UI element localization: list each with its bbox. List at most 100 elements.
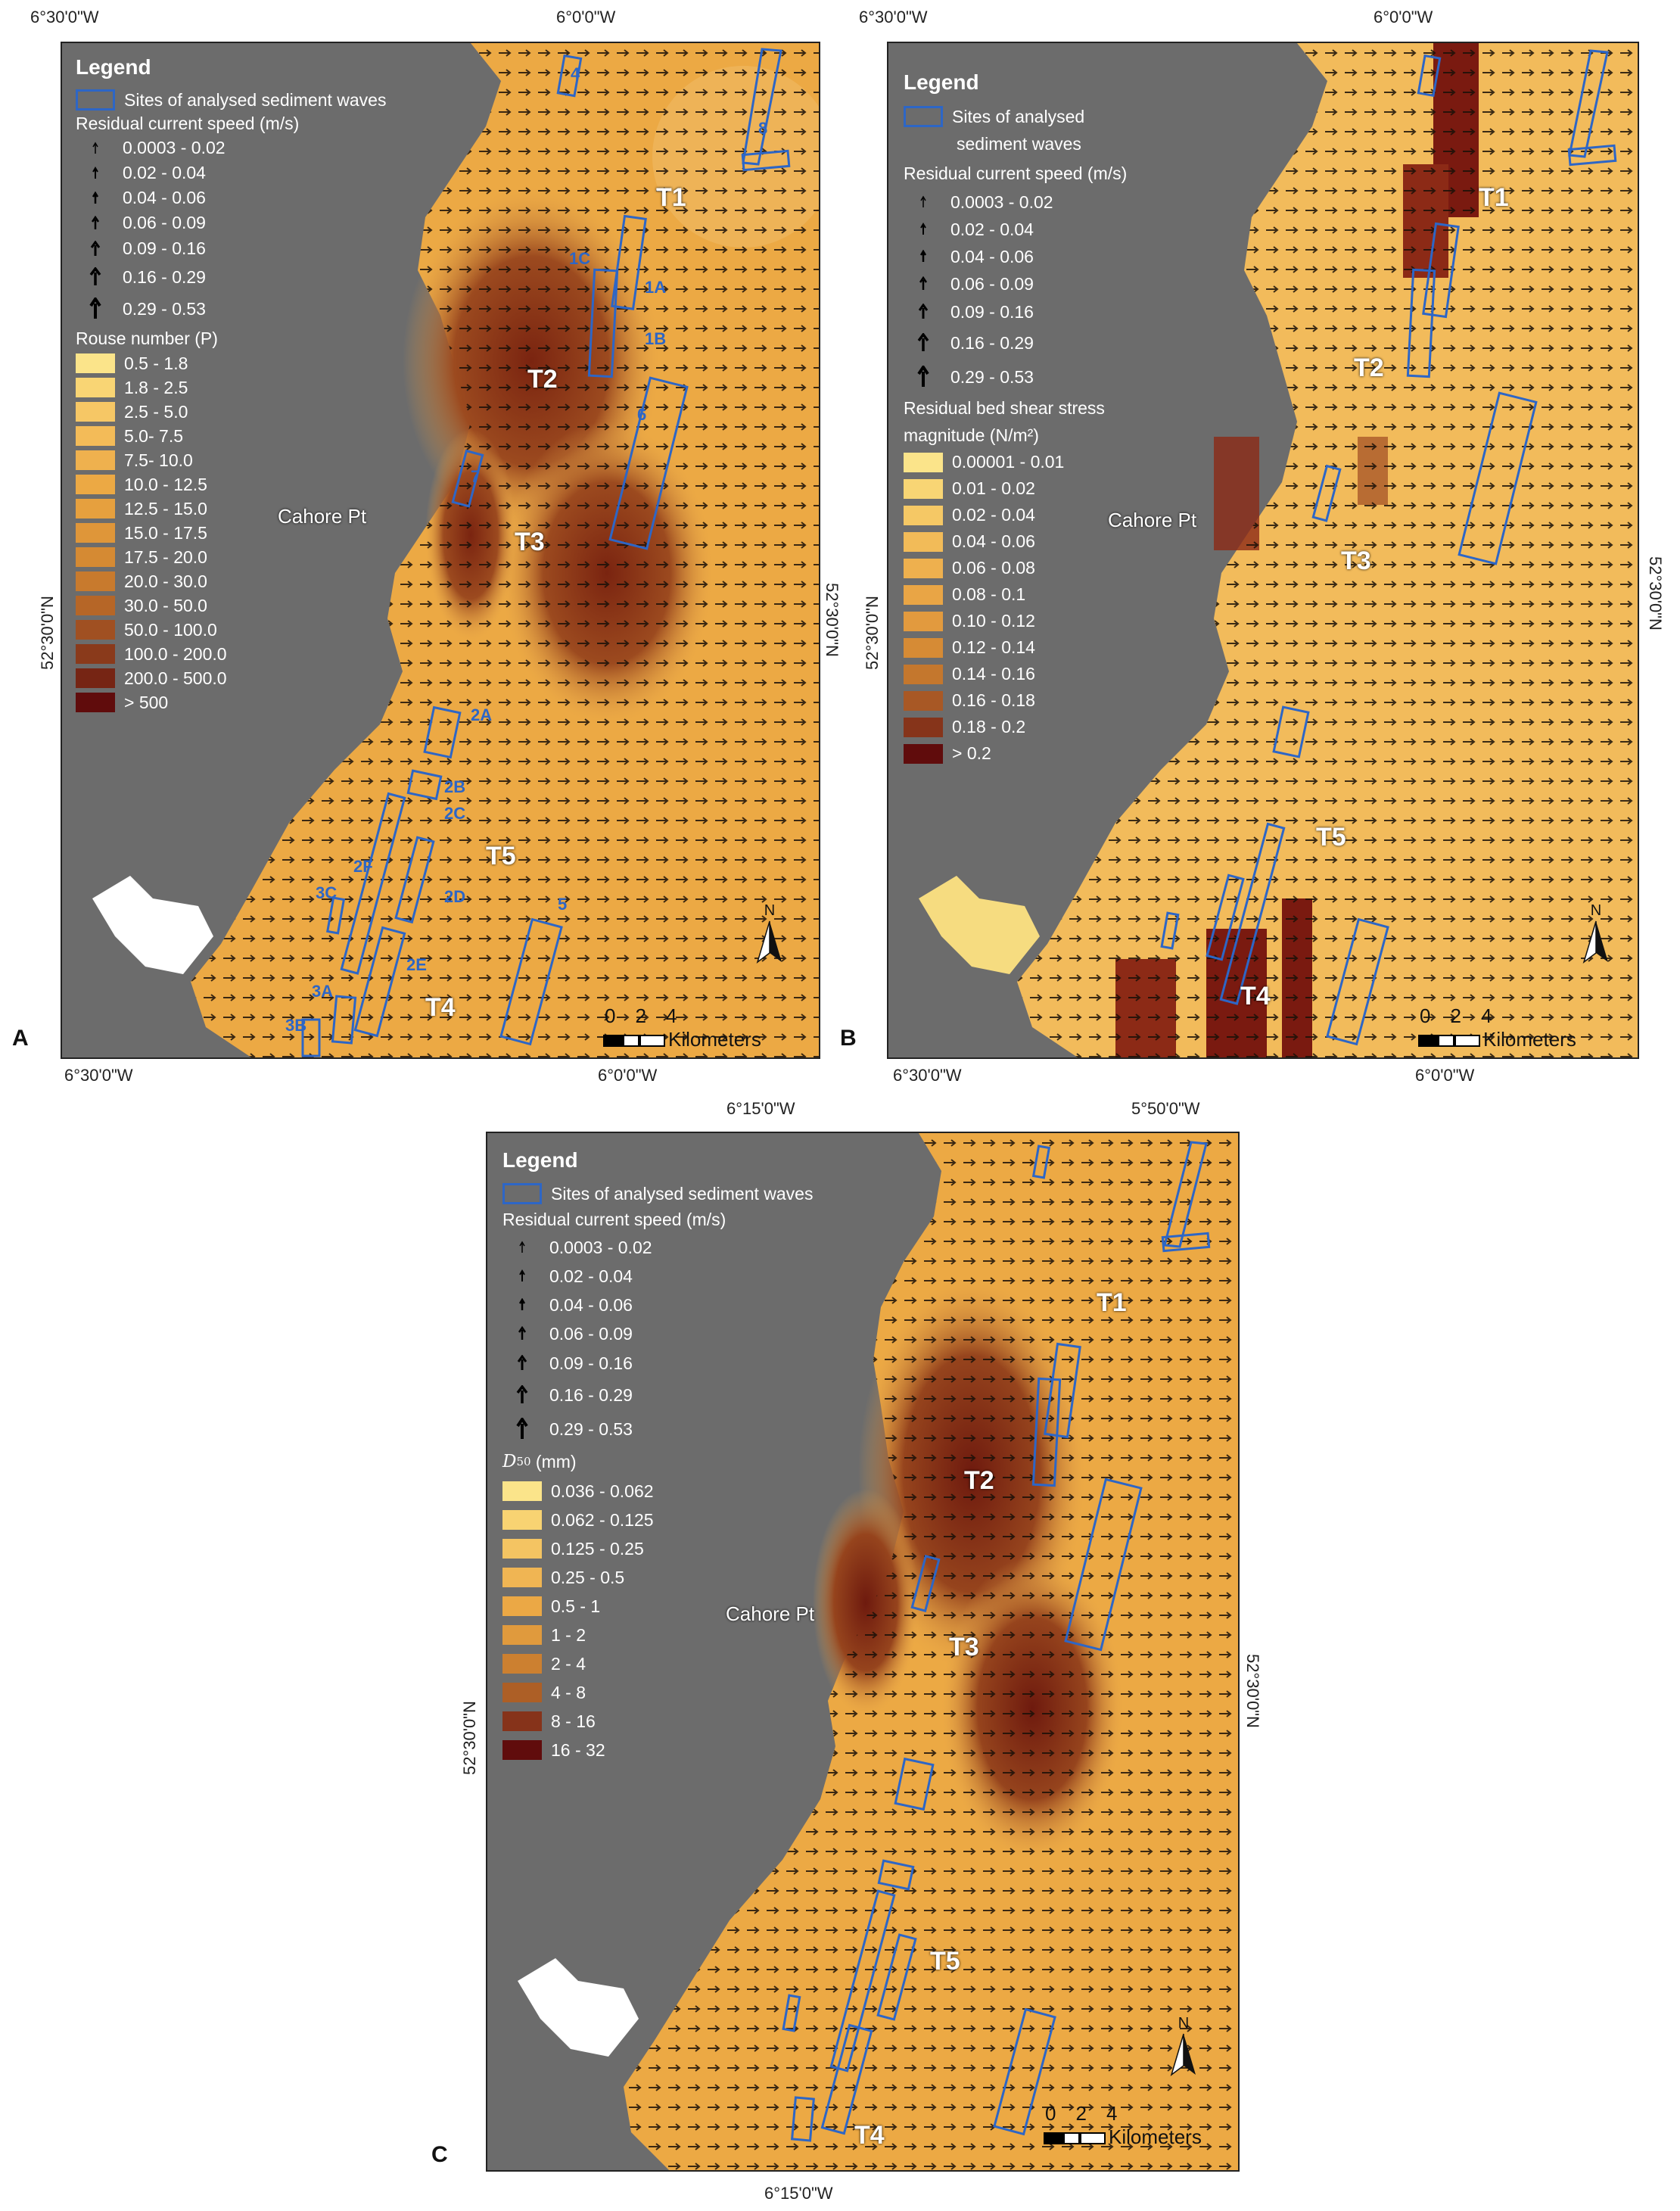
north-letter: N [1178,2015,1190,2032]
coord-left: 52°30'0"N [460,1701,479,1775]
label-t1: T1 [1479,183,1509,212]
harbour-area-a [92,876,213,974]
legend-color-title-2: magnitude (N/m²) [904,425,1039,445]
site-label: 1C [569,249,591,268]
speed-arrow-icon [90,240,101,256]
scale-number: 4 [1106,2102,1118,2125]
speed-class: 0.02 - 0.04 [549,1266,633,1286]
scale-number: 2 [1450,1004,1461,1027]
label-t5: T5 [1316,823,1346,852]
legend-color-title: Residual bed shear stress [904,397,1105,418]
color-class: 7.5- 10.0 [124,450,193,470]
speed-arrow-icon [92,166,98,179]
swatch [76,353,115,373]
harbour-area-c [518,1958,639,2057]
scale-number: 0 [605,1004,616,1027]
site-label: 6 [637,405,647,424]
label-t5: T5 [930,1947,960,1976]
swatch [502,1711,542,1731]
legend-title: Legend [904,70,979,94]
color-class: 0.14 - 0.16 [952,664,1035,684]
color-class: 1 - 2 [551,1624,586,1645]
site-label: 4 [571,64,580,83]
swatch [76,523,115,543]
swatch [904,717,943,737]
site-outlines-a [301,48,791,1057]
coord-bottom-mid: 6°0'0"W [598,1066,658,1085]
map-frame-b: Legend Sites of analysed sediment waves … [887,42,1639,1059]
speed-arrow-icon [516,1385,528,1403]
swatch [76,693,115,712]
scale-number: 0 [1420,1004,1431,1027]
color-class: 20.0 - 30.0 [124,571,207,591]
coord-top-left: 6°30'0"W [30,8,99,26]
label-t2: T2 [964,1466,994,1495]
label-t3: T3 [1341,547,1371,575]
swatch [904,637,943,658]
swatch [76,547,115,567]
swatch [76,450,115,470]
legend-sites-label: Sites of analysed sediment waves [551,1183,814,1204]
label-t4: T4 [854,2121,885,2150]
speed-class: 0.0003 - 0.02 [549,1237,652,1257]
swatch [502,1568,542,1587]
color-class: 100.0 - 200.0 [124,643,227,664]
swatch [76,499,115,518]
scale-number: 4 [665,1004,677,1027]
swatch [76,620,115,640]
swatch [502,1740,542,1760]
speed-arrow-icon [92,191,99,204]
scale-bar: 0 2 4 Kilometers [603,1004,761,1051]
scale-unit: Kilometers [668,1028,761,1051]
site-label: 1A [645,278,667,297]
speed-class: 0.0003 - 0.02 [950,192,1053,212]
scale-bar: 0 2 4 Kilometers [1418,1004,1576,1051]
speed-class: 0.09 - 0.16 [950,301,1034,322]
site-label: 3B [285,1016,307,1035]
site-label: 3A [312,982,334,1001]
site-outlines-c [782,1141,1211,2142]
coord-bottom-left: 6°30'0"W [64,1066,133,1085]
speed-arrow-icon [918,304,929,319]
color-class: 0.16 - 0.18 [952,690,1035,710]
color-class: 10.0 - 12.5 [124,474,207,494]
label-t2: T2 [527,365,558,394]
color-class: > 0.2 [952,743,991,763]
d50-symbol: D [502,1451,517,1471]
speed-arrow-icon [517,1355,527,1370]
site-label: 2E [406,955,427,974]
scale-number: 2 [1075,2102,1087,2125]
legend-title: Legend [502,1148,578,1172]
place-cahore-pt: Cahore Pt [726,1602,815,1625]
coord-right: 52°30'0"N [1243,1654,1262,1728]
label-t2: T2 [1354,353,1384,382]
coord-bottom-left: 6°15'0"W [764,2184,833,2203]
speed-class: 0.09 - 0.16 [123,238,206,258]
legend-sites-label: Sites of analysed [952,106,1085,126]
label-t1: T1 [1097,1288,1127,1317]
speed-class: 0.04 - 0.06 [549,1294,633,1315]
panel-label-b: B [840,1026,857,1051]
scale-bar: 0 2 4 Kilometers [1044,2102,1202,2149]
coord-bottom-left: 6°30'0"W [893,1066,962,1085]
coord-right: 52°30'0"N [823,583,842,657]
speed-arrow-icon [917,333,929,351]
site-label: 7 [471,467,481,486]
swatch [76,644,115,664]
swatch [904,558,943,578]
map-a [92,43,819,1057]
coord-left: 52°30'0"N [863,596,882,670]
site-label: 2B [444,777,466,796]
swatch [76,378,115,397]
swatch [904,452,943,472]
coord-left: 52°30'0"N [38,596,57,670]
label-t4: T4 [1240,982,1271,1011]
speed-class: 0.06 - 0.09 [549,1323,633,1344]
color-class: 0.062 - 0.125 [551,1509,654,1530]
site-swatch [76,89,115,111]
label-t3: T3 [515,528,545,556]
north-arrow-shape [756,920,782,964]
color-class: 0.125 - 0.25 [551,1538,644,1559]
label-t5: T5 [486,842,516,870]
site-label: 5 [558,895,568,914]
